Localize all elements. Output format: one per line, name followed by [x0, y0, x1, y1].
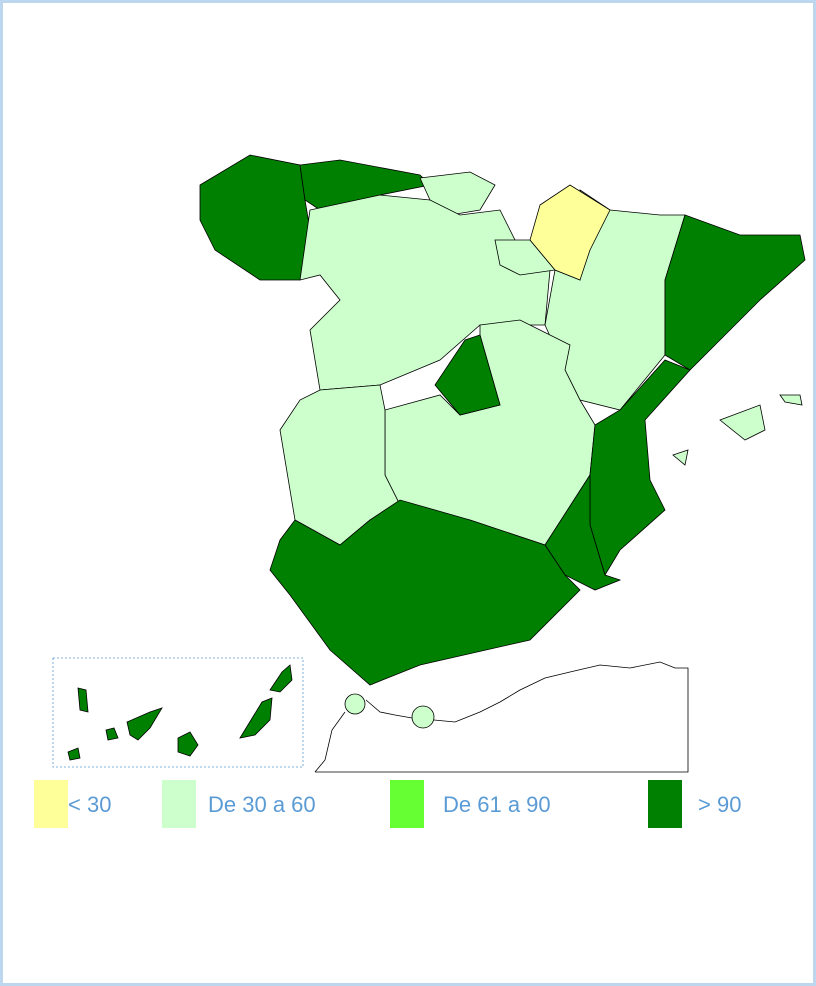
region	[126, 707, 163, 741]
region	[664, 214, 806, 371]
region	[77, 687, 89, 713]
region	[411, 705, 435, 729]
legend: < 30 De 30 a 60 De 61 a 90 > 90	[34, 780, 741, 828]
canary-box	[52, 657, 304, 768]
legend-swatch	[648, 780, 682, 828]
region	[779, 394, 803, 406]
africa-outline	[314, 661, 689, 773]
region	[299, 159, 431, 211]
region	[719, 404, 766, 441]
legend-swatch	[34, 780, 68, 828]
region	[434, 334, 501, 416]
legend-label: > 90	[698, 792, 741, 817]
region	[589, 359, 691, 576]
legend-label: De 61 a 90	[443, 792, 551, 817]
region	[529, 184, 611, 281]
region	[344, 693, 366, 715]
region	[67, 747, 81, 761]
region	[177, 731, 199, 757]
region	[105, 727, 119, 741]
region	[269, 499, 581, 686]
region	[672, 449, 689, 466]
region	[239, 697, 273, 739]
region	[544, 473, 622, 591]
legend-swatch	[162, 780, 196, 828]
region	[269, 664, 293, 693]
regions	[67, 154, 806, 761]
legend-label: < 30	[68, 792, 111, 817]
region	[199, 154, 311, 281]
legend-swatch	[390, 780, 424, 828]
region	[494, 239, 556, 276]
legend-label: De 30 a 60	[208, 792, 316, 817]
